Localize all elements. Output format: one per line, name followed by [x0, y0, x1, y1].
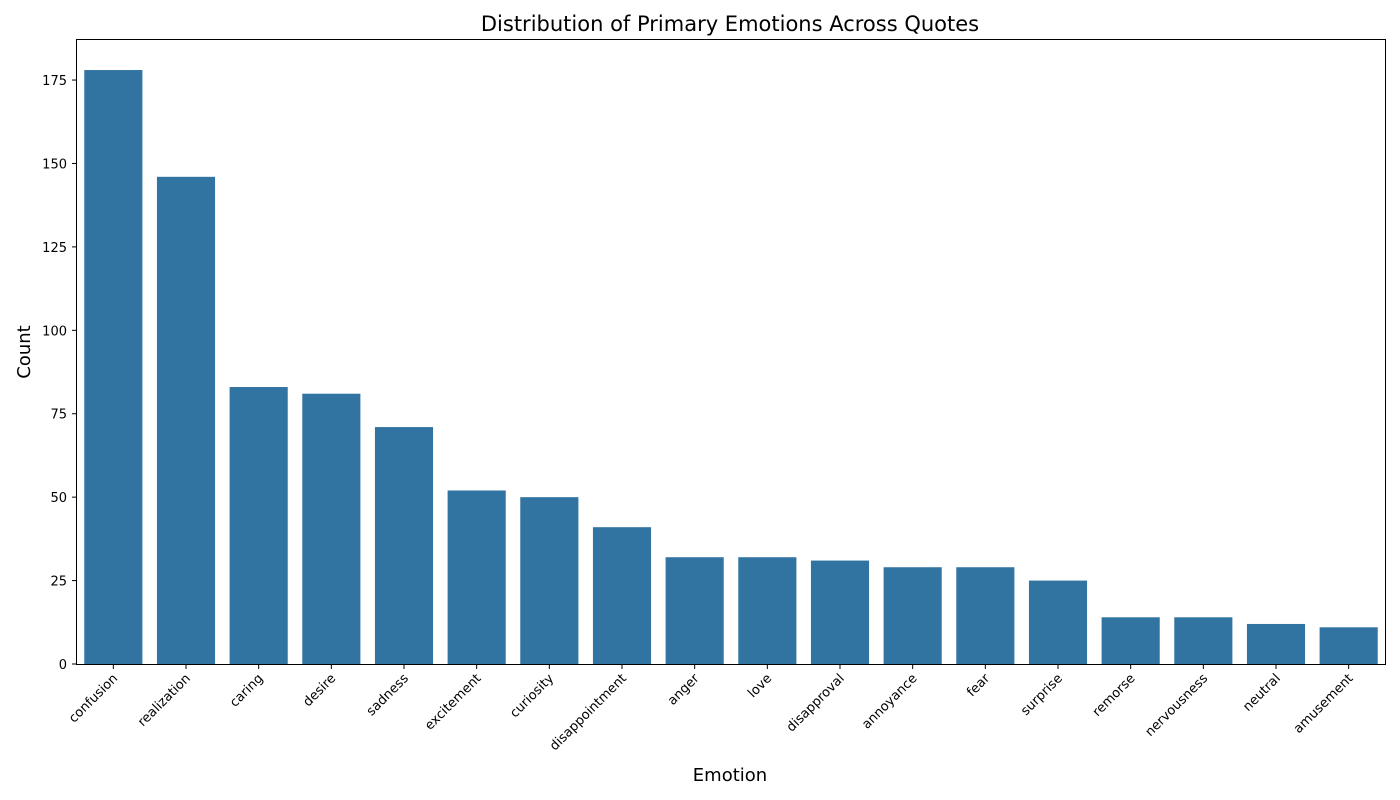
x-tick-label-amusement: amusement	[1291, 671, 1357, 737]
chart-title: Distribution of Primary Emotions Across …	[481, 12, 979, 36]
x-tick-label-neutral: neutral	[1240, 671, 1283, 714]
bar-curiosity	[520, 497, 579, 664]
x-tick-label-excitement: excitement	[422, 671, 484, 733]
bar-excitement	[447, 490, 506, 664]
x-tick-label-desire: desire	[300, 671, 339, 710]
y-tick-label-125: 125	[42, 241, 67, 256]
x-tick-label-fear: fear	[964, 671, 993, 700]
x-tick-label-sadness: sadness	[364, 671, 412, 719]
x-tick-label-surprise: surprise	[1018, 671, 1066, 719]
y-tick-label-175: 175	[42, 74, 67, 89]
x-tick-label-nervousness: nervousness	[1143, 671, 1212, 740]
y-axis: 0 25 50 75 100 125 150 175	[42, 74, 77, 673]
y-tick-label-50: 50	[50, 491, 67, 506]
x-tick-label-confusion: confusion	[66, 671, 121, 726]
x-tick-label-love: love	[745, 671, 775, 701]
bars-group	[84, 70, 1378, 664]
y-axis-label: Count	[14, 325, 35, 378]
x-tick-label-annoyance: annoyance	[859, 671, 920, 732]
bar-disappointment	[592, 527, 652, 664]
bar-neutral	[1246, 623, 1306, 664]
x-axis: confusion realization caring desire sadness e…	[66, 664, 1356, 754]
bar-confusion	[84, 70, 143, 664]
x-tick-label-disappointment: disappointment	[547, 671, 630, 754]
y-tick-label-25: 25	[50, 575, 67, 590]
bar-annoyance	[883, 567, 942, 664]
plot-frame	[76, 39, 1386, 665]
bar-amusement	[1319, 627, 1378, 664]
x-tick-label-realization: realization	[135, 671, 194, 730]
x-tick-label-anger: anger	[665, 671, 703, 709]
bar-fear	[956, 567, 1015, 664]
x-axis-label: Emotion	[693, 765, 767, 786]
y-tick-label-0: 0	[59, 658, 67, 673]
bar-anger	[665, 557, 724, 664]
bar-realization	[156, 176, 216, 664]
bar-sadness	[374, 427, 434, 664]
x-tick-label-remorse: remorse	[1090, 671, 1139, 720]
y-tick-label-75: 75	[50, 408, 67, 423]
bar-desire	[302, 393, 361, 664]
bar-disapproval	[810, 560, 870, 664]
x-tick-label-curiosity: curiosity	[507, 671, 557, 721]
bar-surprise	[1028, 580, 1088, 664]
y-tick-label-150: 150	[42, 157, 67, 172]
bar-love	[738, 557, 797, 664]
bar-caring	[229, 387, 288, 664]
bar-nervousness	[1174, 617, 1233, 664]
x-tick-label-disapproval: disapproval	[784, 671, 848, 735]
x-tick-label-caring: caring	[227, 671, 266, 710]
bar-remorse	[1101, 617, 1160, 664]
y-tick-label-100: 100	[42, 324, 67, 339]
